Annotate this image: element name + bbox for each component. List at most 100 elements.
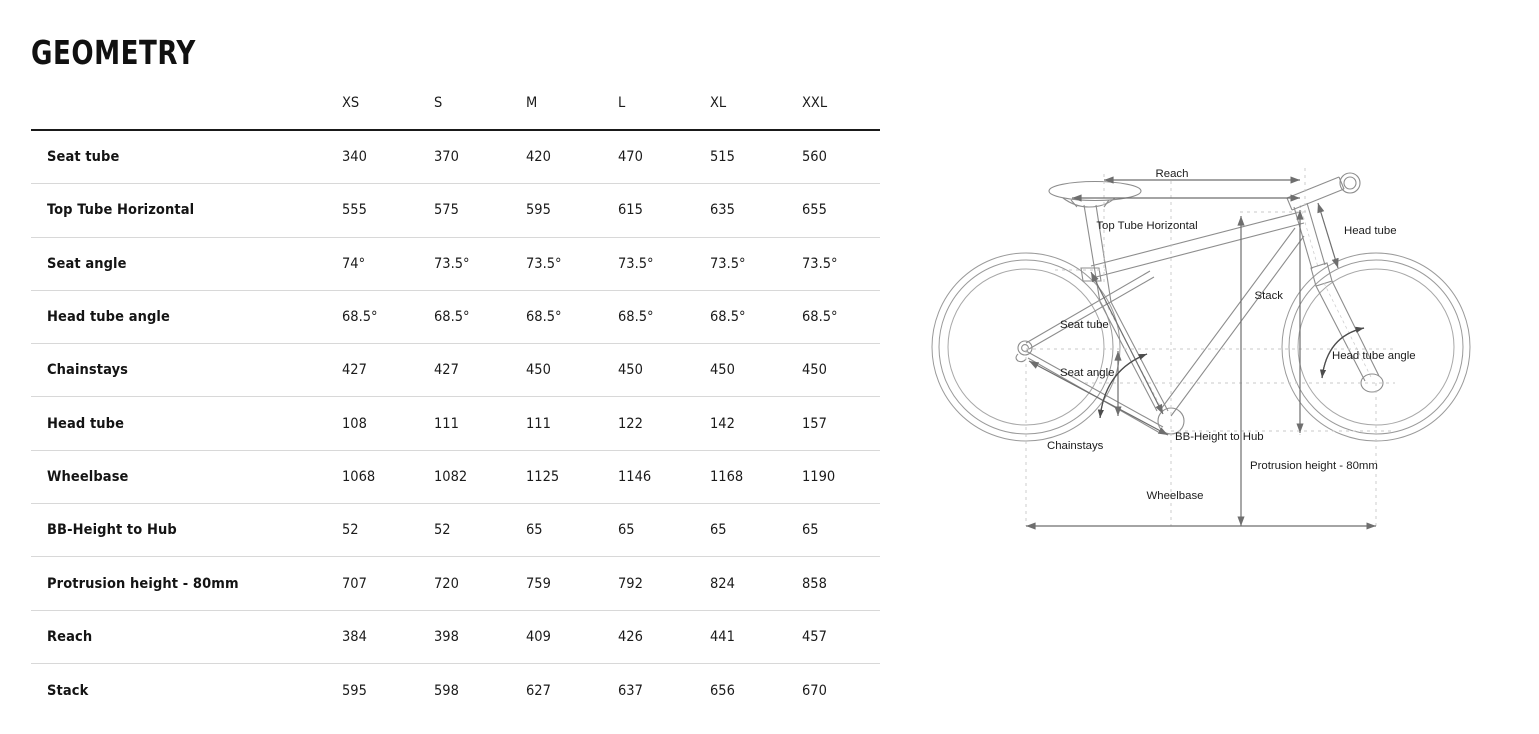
table-row: Chainstays 427 427 450 450 450 450 — [31, 344, 880, 398]
row-value: 720 — [434, 575, 459, 592]
table-row: Stack 595 598 627 637 656 670 — [31, 664, 880, 717]
seat-angle-arc-back — [1097, 353, 1148, 419]
row-value: 340 — [342, 149, 367, 166]
row-value: 142 — [710, 415, 735, 432]
row-value: 427 — [342, 362, 367, 379]
row-value: 824 — [710, 575, 735, 592]
row-label: Chainstays — [47, 362, 129, 379]
row-value: 74° — [342, 255, 366, 272]
table-header-s: S — [434, 95, 443, 111]
table-row: Protrusion height - 80mm 707 720 759 792… — [31, 557, 880, 611]
row-value: 555 — [342, 202, 367, 219]
row-value: 1125 — [526, 468, 560, 485]
label-seat-tube: Seat tube — [1060, 319, 1109, 331]
row-value: 111 — [526, 415, 551, 432]
wheels-group — [931, 252, 1471, 442]
row-value: 635 — [710, 202, 735, 219]
head-tube-dimension — [1317, 202, 1339, 269]
row-value: 615 — [618, 202, 643, 219]
row-value: 707 — [342, 575, 367, 592]
label-chainstays: Chainstays — [1047, 440, 1104, 452]
row-label: Reach — [47, 628, 93, 645]
row-value: 470 — [618, 149, 643, 166]
row-label: Wheelbase — [47, 468, 129, 485]
head-tube-angle-arc-back — [1319, 327, 1365, 379]
row-label: Top Tube Horizontal — [47, 202, 195, 219]
table-row: Head tube 108 111 111 122 142 157 — [31, 397, 880, 451]
row-value: 65 — [710, 522, 727, 539]
table-row: BB-Height to Hub 52 52 65 65 65 65 — [31, 504, 880, 558]
row-value: 1082 — [434, 468, 468, 485]
row-value: 427 — [434, 362, 459, 379]
table-row: Seat tube 340 370 420 470 515 560 — [31, 131, 880, 185]
row-value: 595 — [526, 202, 551, 219]
label-head-tube-angle: Head tube angle — [1332, 350, 1416, 362]
row-value: 73.5° — [526, 255, 562, 272]
table-row: Reach 384 398 409 426 441 457 — [31, 611, 880, 664]
row-value: 560 — [802, 149, 827, 166]
row-label: Protrusion height - 80mm — [47, 575, 239, 592]
page-title: GEOMETRY — [31, 33, 196, 72]
row-label: BB-Height to Hub — [47, 522, 177, 539]
table-header-xxl: XXL — [802, 95, 828, 111]
seat-tube-dimension — [1090, 271, 1164, 415]
row-value: 108 — [342, 415, 367, 432]
table-row: Wheelbase 1068 1082 1125 1146 1168 1190 — [31, 451, 880, 505]
frame-group — [1015, 172, 1384, 435]
table-header-xs: XS — [342, 95, 360, 111]
row-value: 68.5° — [618, 309, 654, 326]
row-value: 426 — [618, 628, 643, 645]
row-label: Head tube angle — [47, 309, 170, 326]
row-value: 1068 — [342, 468, 376, 485]
row-value: 68.5° — [342, 309, 378, 326]
construction-lines — [1025, 168, 1395, 526]
row-value: 598 — [434, 682, 459, 699]
row-value: 655 — [802, 202, 827, 219]
row-value: 450 — [526, 362, 551, 379]
label-stack: Stack — [1255, 290, 1284, 302]
row-value: 68.5° — [802, 309, 838, 326]
row-value: 65 — [802, 522, 819, 539]
row-value: 420 — [526, 149, 551, 166]
table-header-l: L — [618, 95, 626, 111]
row-value: 73.5° — [710, 255, 746, 272]
angle-arcs — [1097, 326, 1365, 419]
row-value: 759 — [526, 575, 551, 592]
row-value: 52 — [342, 522, 359, 539]
row-value: 670 — [802, 682, 827, 699]
row-value: 122 — [618, 415, 643, 432]
table-row: Seat angle 74° 73.5° 73.5° 73.5° 73.5° 7… — [31, 238, 880, 291]
row-value: 656 — [710, 682, 735, 699]
row-value: 73.5° — [802, 255, 838, 272]
geometry-table: XS S M L XL XXL Seat tube 340 370 420 47… — [31, 88, 880, 717]
bicycle-geometry-diagram: Reach Top Tube Horizontal Head tube Stac… — [895, 150, 1535, 550]
row-label: Seat angle — [47, 255, 127, 272]
row-value: 1146 — [618, 468, 652, 485]
table-row: Head tube angle 68.5° 68.5° 68.5° 68.5° … — [31, 291, 880, 345]
row-value: 515 — [710, 149, 735, 166]
row-value: 792 — [618, 575, 643, 592]
table-header-m: M — [526, 95, 538, 111]
row-value: 65 — [618, 522, 635, 539]
row-value: 52 — [434, 522, 451, 539]
table-header-xl: XL — [710, 95, 727, 111]
table-row: Top Tube Horizontal 555 575 595 615 635 … — [31, 184, 880, 238]
row-value: 858 — [802, 575, 827, 592]
row-label: Seat tube — [47, 149, 120, 166]
row-value: 68.5° — [434, 309, 470, 326]
row-value: 157 — [802, 415, 827, 432]
row-value: 450 — [710, 362, 735, 379]
row-value: 441 — [710, 628, 735, 645]
saddle — [1048, 180, 1142, 208]
row-value: 1168 — [710, 468, 744, 485]
label-head-tube: Head tube — [1344, 225, 1397, 237]
label-bb-height-to-hub: BB-Height to Hub — [1175, 431, 1264, 443]
row-value: 409 — [526, 628, 551, 645]
row-value: 111 — [434, 415, 459, 432]
row-value: 595 — [342, 682, 367, 699]
row-value: 1190 — [802, 468, 836, 485]
row-value: 627 — [526, 682, 551, 699]
row-value: 65 — [526, 522, 543, 539]
table-header-row: XS S M L XL XXL — [31, 88, 880, 131]
row-value: 73.5° — [618, 255, 654, 272]
